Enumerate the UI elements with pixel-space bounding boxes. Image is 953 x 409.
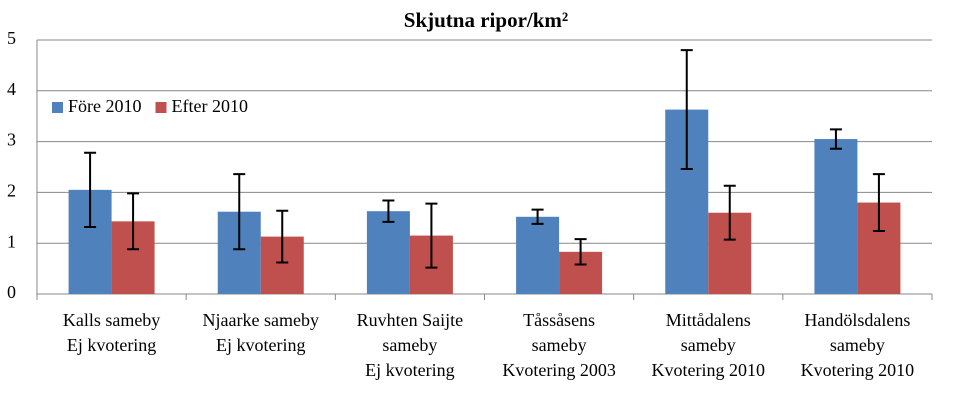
- legend-label: Efter 2010: [172, 96, 248, 116]
- x-tick-label: Njaarke sameby: [203, 310, 319, 330]
- x-tick-label: Kalls sameby: [63, 310, 160, 330]
- error-bar: [276, 209, 289, 264]
- error-bar: [680, 49, 693, 171]
- legend-swatch: [52, 102, 63, 113]
- legend-swatch: [155, 102, 167, 113]
- error-bar: [574, 238, 587, 266]
- legend-label: Före 2010: [68, 96, 142, 116]
- x-tick-label: sameby: [382, 335, 437, 355]
- bar: [366, 211, 410, 294]
- error-bar: [829, 128, 842, 150]
- error-bar: [425, 202, 438, 269]
- y-tick-label: 5: [7, 28, 16, 48]
- error-bar: [723, 184, 736, 241]
- x-tick-label: sameby: [681, 335, 736, 355]
- x-tick-label: Kvotering 2003: [502, 360, 615, 380]
- x-tick-label: Handölsdalens: [804, 310, 910, 330]
- x-tick-label: Kvotering 2010: [652, 360, 765, 380]
- x-tick-label: Ej kvotering: [365, 360, 454, 380]
- y-tick-label: 1: [7, 231, 16, 251]
- error-bar: [872, 173, 885, 233]
- x-tick-label: Mittådalens: [666, 310, 751, 330]
- error-bar: [84, 151, 97, 228]
- x-tick-label: sameby: [532, 335, 587, 355]
- x-tick-label: Tåssåsens: [523, 310, 595, 330]
- y-tick-label: 4: [7, 79, 16, 99]
- x-tick-label: Ej kvotering: [67, 335, 156, 355]
- x-tick-label: Ruvhten Saijte: [357, 310, 464, 330]
- x-tick-label: Ej kvotering: [216, 335, 305, 355]
- chart-title: Skjutna ripor/km²: [404, 8, 568, 32]
- error-bar: [382, 199, 395, 223]
- bar: [516, 216, 560, 294]
- error-bar: [233, 173, 246, 251]
- y-tick-label: 2: [7, 181, 16, 201]
- x-tick-label: Kvotering 2010: [801, 360, 914, 380]
- y-tick-label: 3: [7, 130, 16, 150]
- error-bar: [127, 192, 140, 251]
- y-tick-label: 0: [7, 282, 16, 302]
- x-tick-label: sameby: [830, 335, 885, 355]
- bar: [814, 139, 858, 294]
- error-bar: [531, 208, 544, 225]
